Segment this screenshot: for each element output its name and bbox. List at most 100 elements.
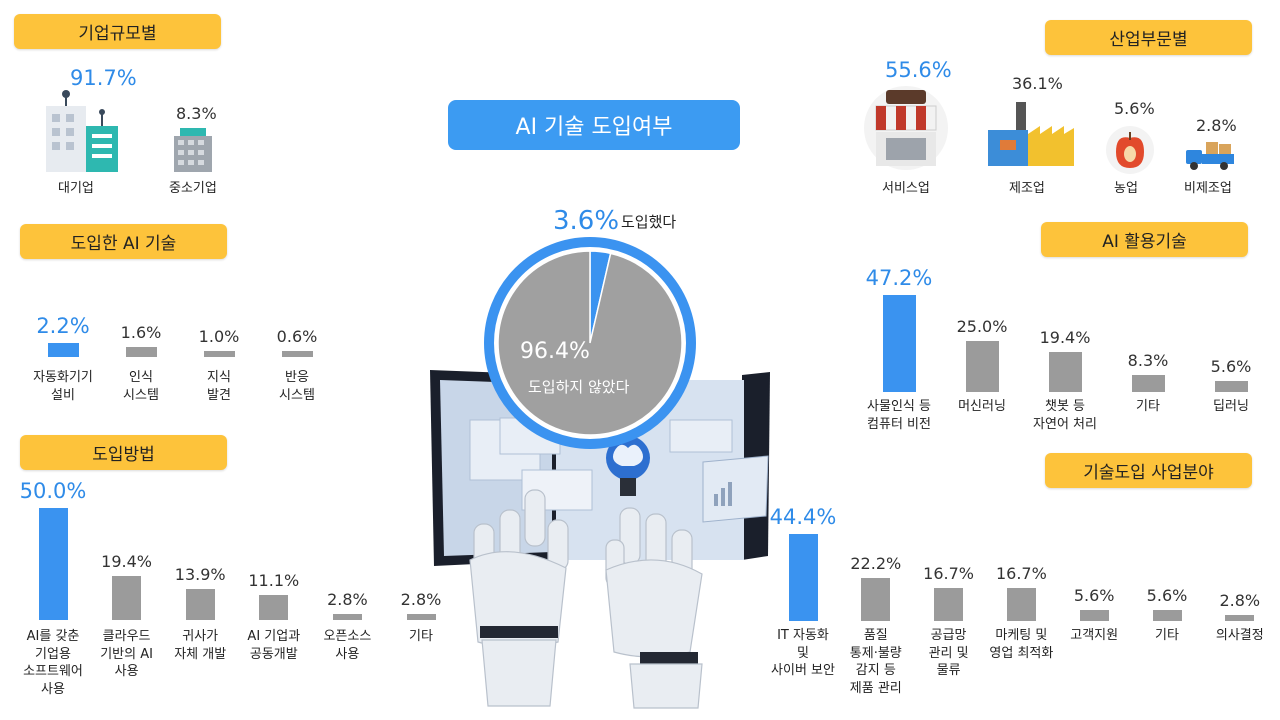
category-label-chart-adoption-method-4: 오픈소스 사용 [323, 629, 372, 662]
pie-label-adopted-pct: 3.6% [553, 206, 620, 236]
industry-agriculture-label: 농업 [1114, 181, 1138, 196]
value-label-chart-adoption-method-0: 50.0% [19, 478, 87, 503]
bar-chart-business-area-0 [788, 534, 818, 621]
value-label-chart-ai-usage-tech-4: 5.6% [1210, 356, 1252, 376]
industry-agriculture-pct: 5.6% [1114, 99, 1155, 118]
industry-service-pct: 55.6% [885, 58, 952, 82]
bar-chart-ai-usage-tech-1 [965, 340, 999, 392]
pie-label-not-adopted-text: 도입하지 않았다 [528, 378, 630, 396]
value-label-chart-adoption-method-1: 19.4% [101, 552, 152, 572]
pie-label-not-adopted-pct: 96.4% [520, 339, 590, 364]
value-label-chart-adoption-method-5: 2.8% [400, 589, 442, 609]
bar-chart-business-area-2 [934, 588, 964, 621]
industry-nonmanufacturing-pct: 2.8% [1196, 116, 1237, 135]
small-company-building-icon [174, 128, 212, 172]
category-label-chart-adoption-method-1: 클라우드 기반의 AI 사용 [100, 629, 153, 680]
category-label-chart-adopted-tech-1: 인식 시스템 [123, 370, 159, 403]
section-title-adoption-method: 도입방법 [20, 435, 227, 470]
lightbulb-brain-icon [606, 436, 650, 496]
category-label-chart-business-area-3: 마케팅 및 영업 최적화 [989, 628, 1054, 661]
bar-chart-adoption-method-0 [38, 507, 68, 620]
section-title-business-area: 기술도입 사업분야 [1045, 453, 1252, 488]
center-title: AI 기술 도입여부 [448, 100, 740, 150]
value-label-chart-ai-usage-tech-2: 19.4% [1039, 328, 1091, 348]
category-label-chart-business-area-6: 의사결정 [1215, 628, 1264, 643]
small-company-label: 중소기업 [169, 181, 217, 196]
storefront-coffee-icon [864, 86, 948, 170]
value-label-chart-ai-usage-tech-3: 8.3% [1127, 350, 1169, 370]
robot-hand-left [469, 489, 569, 707]
bar-chart-adoption-method-5 [406, 613, 436, 620]
category-label-chart-business-area-2: 공급망 관리 및 물류 [928, 628, 969, 679]
section-title-ai-usage-tech: AI 활용기술 [1041, 222, 1248, 257]
pie-slice-0 [589, 250, 612, 344]
category-label-chart-adoption-method-0: AI를 갖춘 기업용 소프트웨어 사용 [23, 629, 83, 697]
delivery-truck-icon [1186, 142, 1234, 170]
value-label-chart-business-area-2: 16.7% [923, 564, 974, 584]
category-label-chart-ai-usage-tech-2: 챗봇 등 자연어 처리 [1033, 399, 1097, 432]
value-label-chart-adoption-method-4: 2.8% [327, 589, 368, 609]
category-label-chart-adopted-tech-3: 반응 시스템 [279, 370, 315, 403]
large-company-label: 대기업 [58, 181, 94, 196]
value-label-chart-business-area-0: 44.4% [769, 505, 837, 530]
bar-chart-adoption-method-4 [332, 613, 362, 620]
category-label-chart-ai-usage-tech-3: 기타 [1136, 399, 1160, 414]
bar-chart-adopted-tech-1 [125, 346, 157, 357]
industry-nonmanufacturing-label: 비제조업 [1184, 181, 1232, 196]
category-label-chart-business-area-0: IT 자동화 및 사이버 보안 [771, 628, 835, 679]
tablet-illustration [430, 370, 770, 566]
value-label-chart-adoption-method-2: 13.9% [174, 564, 226, 584]
large-company-pct: 91.7% [70, 66, 137, 90]
bar-chart-adopted-tech-0 [47, 342, 79, 357]
pie-label-adopted-text: 도입했다 [621, 213, 677, 231]
value-label-chart-adopted-tech-1: 1.6% [120, 322, 162, 342]
category-label-chart-adopted-tech-0: 자동화기기 설비 [33, 370, 93, 403]
category-label-chart-adopted-tech-2: 지식 발견 [207, 370, 231, 403]
bar-chart-adoption-method-2 [185, 588, 215, 620]
value-label-chart-adoption-method-3: 11.1% [248, 571, 300, 591]
value-label-chart-adopted-tech-0: 2.2% [36, 313, 90, 338]
bar-chart-adoption-method-1 [112, 576, 142, 620]
bar-chart-adopted-tech-2 [203, 350, 235, 357]
value-label-chart-business-area-5: 5.6% [1146, 586, 1188, 606]
value-label-chart-business-area-6: 2.8% [1219, 591, 1261, 610]
large-company-building-icon [46, 90, 118, 172]
value-label-chart-ai-usage-tech-1: 25.0% [956, 316, 1008, 336]
section-title-adopted-tech: 도입한 AI 기술 [20, 224, 227, 259]
value-label-chart-ai-usage-tech-0: 47.2% [865, 266, 933, 291]
section-title-company-size: 기업규모별 [14, 14, 221, 49]
apple-icon [1106, 126, 1154, 174]
bar-chart-ai-usage-tech-0 [882, 295, 916, 392]
bar-chart-business-area-6 [1225, 615, 1255, 621]
factory-icon [988, 102, 1074, 166]
bar-chart-adoption-method-3 [259, 595, 289, 620]
value-label-chart-adopted-tech-3: 0.6% [276, 327, 318, 346]
category-label-chart-business-area-4: 고객지원 [1070, 628, 1119, 643]
bar-chart-ai-usage-tech-4 [1214, 380, 1248, 392]
industry-manufacturing-pct: 36.1% [1012, 74, 1063, 93]
value-label-chart-business-area-4: 5.6% [1073, 586, 1115, 606]
bar-chart-adopted-tech-3 [281, 351, 313, 357]
value-label-chart-adopted-tech-2: 1.0% [198, 326, 240, 346]
bar-chart-ai-usage-tech-3 [1131, 374, 1165, 392]
category-label-chart-adoption-method-5: 기타 [409, 629, 433, 644]
category-label-chart-adoption-method-2: 귀사가 자체 개발 [174, 629, 227, 662]
value-label-chart-business-area-1: 22.2% [850, 553, 902, 573]
category-label-chart-business-area-1: 품질 통제·불량 감지 등 제품 관리 [849, 628, 902, 696]
bar-chart-business-area-1 [861, 577, 891, 621]
category-label-chart-ai-usage-tech-1: 머신러닝 [958, 399, 1006, 414]
section-title-industry: 산업부문별 [1045, 20, 1252, 55]
category-label-chart-adoption-method-3: AI 기업과 공동개발 [247, 629, 301, 662]
category-label-chart-ai-usage-tech-4: 딥러닝 [1213, 399, 1249, 414]
category-label-chart-ai-usage-tech-0: 사물인식 등 컴퓨터 비전 [867, 399, 931, 432]
value-label-chart-business-area-3: 16.7% [995, 564, 1047, 584]
bar-chart-business-area-3 [1006, 588, 1036, 621]
bar-chart-business-area-4 [1079, 610, 1109, 621]
bar-chart-business-area-5 [1152, 610, 1182, 621]
industry-service-label: 서비스업 [882, 181, 930, 196]
category-label-chart-business-area-5: 기타 [1155, 628, 1179, 643]
industry-manufacturing-label: 제조업 [1009, 181, 1045, 196]
small-company-pct: 8.3% [176, 104, 217, 123]
bar-chart-ai-usage-tech-2 [1048, 352, 1082, 392]
robot-hand-right [605, 507, 703, 709]
